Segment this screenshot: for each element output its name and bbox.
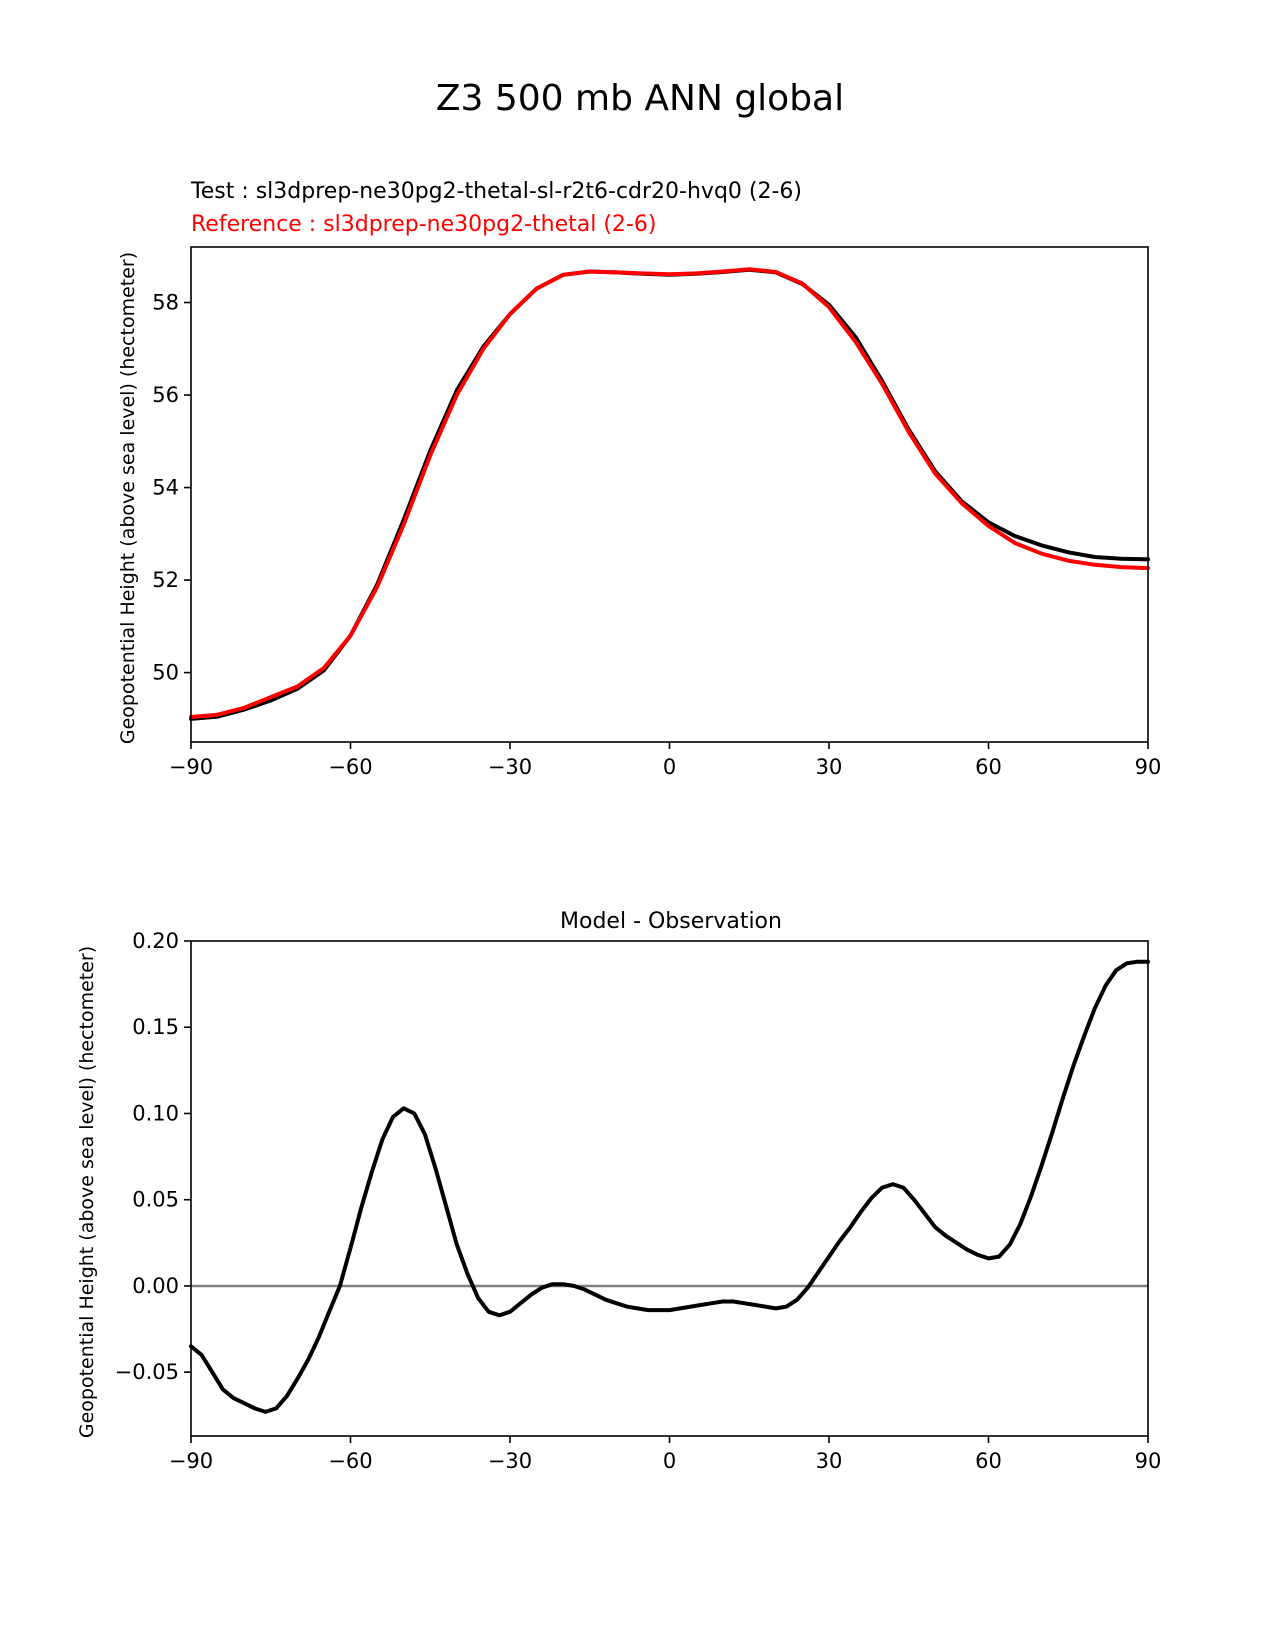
x-tick-label: −60 xyxy=(328,1449,372,1473)
bottom-plot-area: −90 −60 −30 0 30 60 90 −0.05 0.00 0.05 0.10 0.15 0.2… xyxy=(115,929,1162,1473)
y-tick-label: 58 xyxy=(152,291,179,315)
y-tick-label: 0.10 xyxy=(132,1101,179,1125)
series-line-test xyxy=(189,267,1150,721)
top-chart: Test : sl3dprep-ne30pg2-thetal-sl-r2t6-c… xyxy=(117,179,1161,779)
y-tick-label: 0.20 xyxy=(132,929,179,953)
reference-label: Reference : sl3dprep-ne30pg2-thetal (2-6… xyxy=(191,212,656,237)
top-plot-area: −90 −60 −30 0 30 60 90 50 52 54 56 58 xyxy=(152,246,1162,779)
x-tick-label: −60 xyxy=(328,755,372,779)
x-tick-label: 60 xyxy=(975,755,1002,779)
x-tick-label: 30 xyxy=(816,755,843,779)
series-line-reference xyxy=(189,267,1150,719)
x-tick-label: 0 xyxy=(663,1449,676,1473)
top-y-axis-label: Geopotential Height (above sea level) (h… xyxy=(117,252,139,744)
y-tick-label: 52 xyxy=(152,568,179,592)
plot-frame xyxy=(190,246,1149,743)
figure-title: Z3 500 mb ANN global xyxy=(436,78,844,119)
x-tick-label: −30 xyxy=(488,1449,532,1473)
x-tick-label: 90 xyxy=(1135,755,1162,779)
y-tick-label: 50 xyxy=(152,661,179,685)
x-tick-label: −90 xyxy=(169,1449,213,1473)
test-label: Test : sl3dprep-ne30pg2-thetal-sl-r2t6-c… xyxy=(190,179,802,204)
y-tick-label: 0.15 xyxy=(132,1015,179,1039)
y-tick-label: 0.00 xyxy=(132,1274,179,1298)
y-tick-label: −0.05 xyxy=(115,1360,179,1384)
bottom-y-axis-label: Geopotential Height (above sea level) (h… xyxy=(76,946,98,1438)
x-tick-label: 90 xyxy=(1135,1449,1162,1473)
y-tick-label: 56 xyxy=(152,383,179,407)
x-tick-label: 0 xyxy=(663,755,676,779)
x-tick-label: 30 xyxy=(816,1449,843,1473)
series-line-model-observation xyxy=(189,959,1150,1414)
plot-frame xyxy=(190,940,1149,1437)
y-tick-label: 54 xyxy=(152,476,179,500)
x-tick-label: −90 xyxy=(169,755,213,779)
bottom-chart: Model - Observation Geopotential Height … xyxy=(76,909,1161,1473)
bottom-chart-title: Model - Observation xyxy=(560,909,782,934)
x-tick-label: 60 xyxy=(975,1449,1002,1473)
y-tick-label: 0.05 xyxy=(132,1188,179,1212)
x-tick-label: −30 xyxy=(488,755,532,779)
